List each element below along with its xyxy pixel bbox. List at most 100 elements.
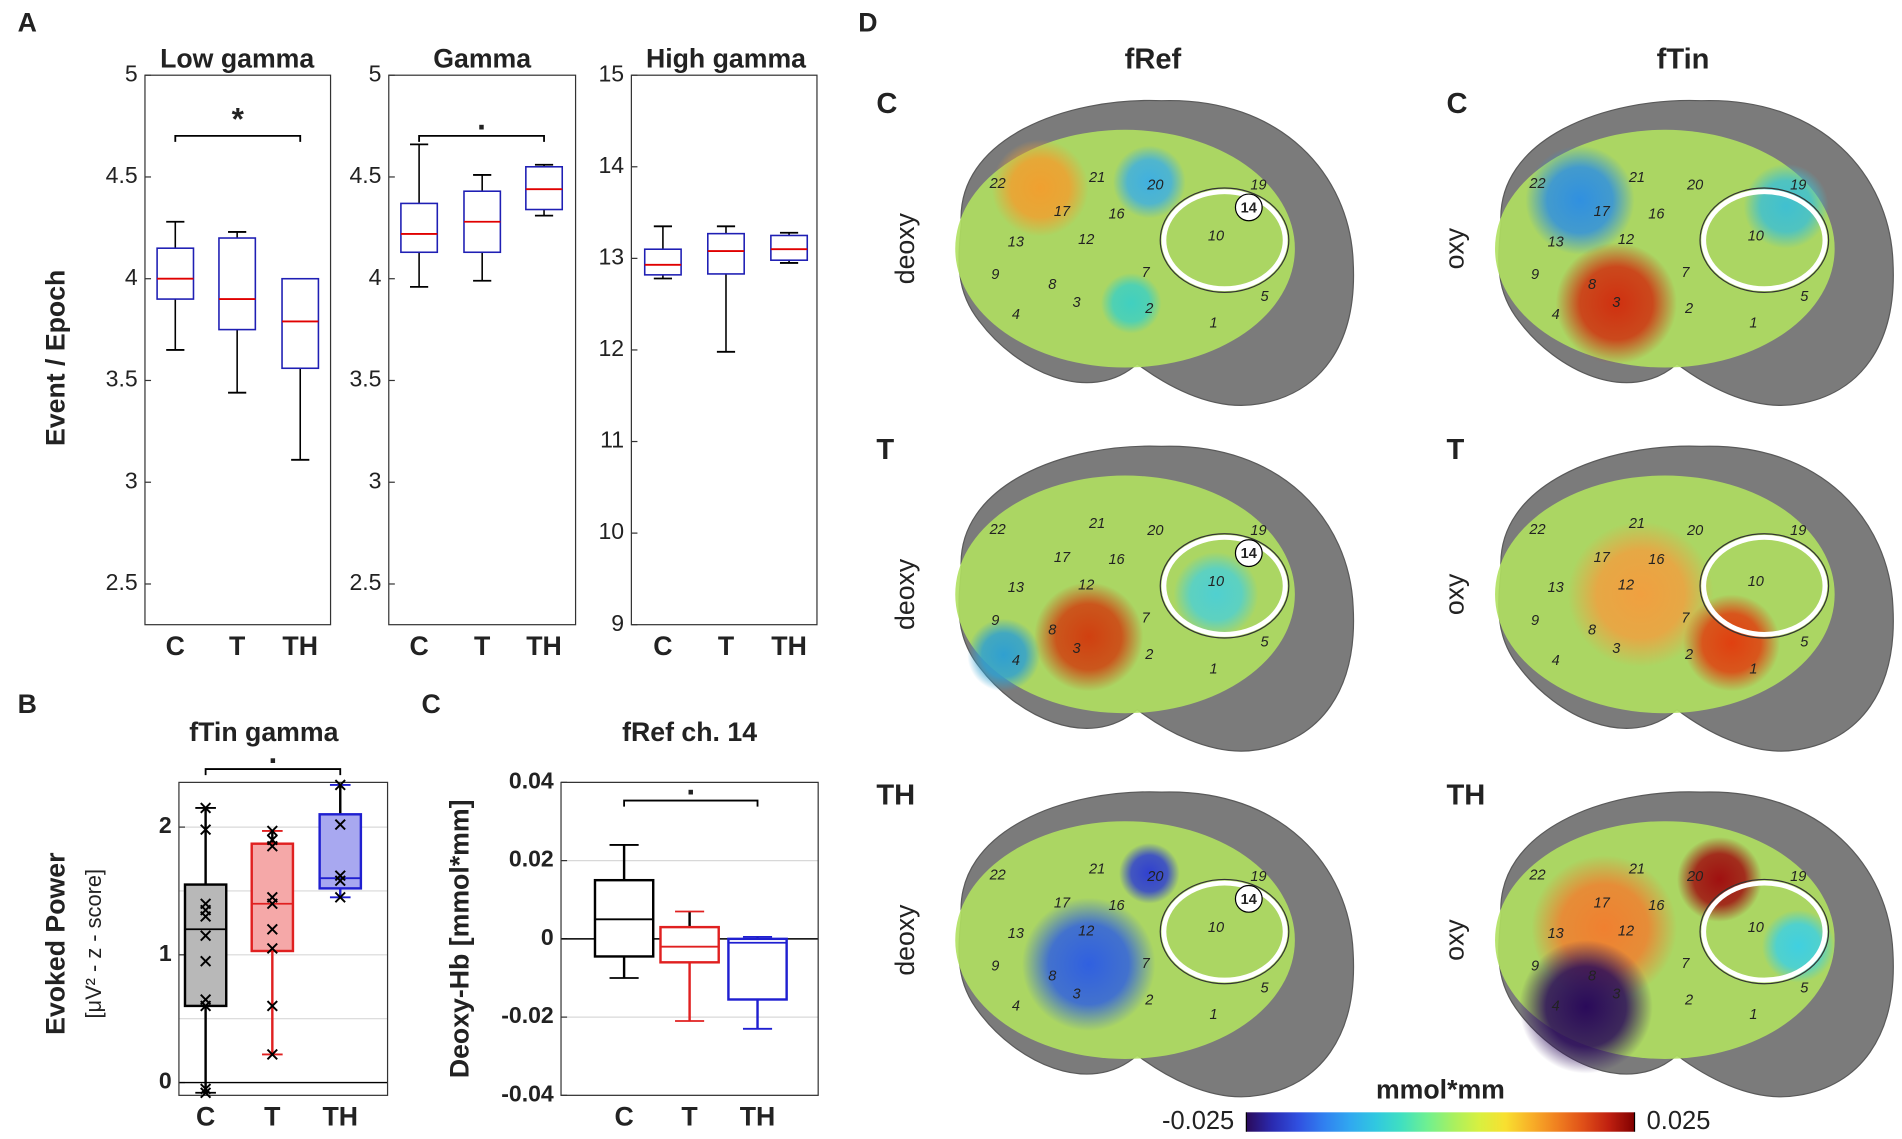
data-point	[266, 923, 278, 935]
channel-label: 1	[1210, 316, 1218, 332]
axes-box	[178, 781, 389, 1096]
y-tick-label: 2.5	[106, 569, 138, 595]
roi-circle	[1161, 534, 1288, 637]
channel-label: 7	[1142, 265, 1151, 281]
data-point	[266, 825, 278, 837]
panel-label: A	[18, 7, 37, 37]
significance-label: *	[232, 101, 245, 137]
axes-box	[560, 781, 819, 1096]
chart-title: High gamma	[646, 44, 806, 74]
data-point	[200, 1083, 212, 1095]
channel-label: 4	[1552, 999, 1560, 1015]
channel-label: 9	[991, 959, 999, 975]
channel-label: 2	[1684, 993, 1693, 1009]
box	[707, 232, 745, 275]
channel-label: 22	[1528, 522, 1545, 538]
channel-label: 19	[1250, 869, 1266, 885]
channel-label: 3	[1072, 641, 1080, 657]
channel-label: 8	[1048, 968, 1056, 984]
column-title: fTin	[1657, 43, 1710, 75]
chart-title: Low gamma	[160, 44, 314, 74]
x-tick-label: TH	[771, 631, 807, 661]
roi-circle-outline	[1699, 187, 1830, 293]
activation-spot	[1173, 551, 1259, 637]
y-tick-label: 14	[598, 152, 624, 178]
channel-label: 5	[1800, 635, 1809, 651]
channel-label: 17	[1594, 896, 1611, 912]
channel-label: 5	[1261, 289, 1270, 305]
signal-label: oxy	[1439, 227, 1469, 269]
channel-badge	[1234, 884, 1263, 913]
y-tick-label: 4.5	[349, 162, 381, 188]
channel-label: 8	[1048, 277, 1056, 293]
y-tick-label: 9	[611, 610, 624, 636]
channel-label: 9	[991, 267, 999, 283]
channel-label: 21	[1088, 862, 1105, 878]
channel-label: 17	[1054, 204, 1071, 220]
activation-spot	[1118, 843, 1180, 904]
channel-label: 8	[1588, 623, 1596, 639]
channel-label: 13	[1548, 234, 1564, 250]
channel-label: 2	[1684, 301, 1693, 317]
data-point	[334, 779, 346, 791]
column-title: fRef	[1125, 43, 1182, 75]
activation-spot	[1761, 909, 1835, 983]
channel-label: 17	[1054, 550, 1071, 566]
channel-label: 3	[1612, 986, 1620, 1002]
highlight-channel: 14	[1241, 546, 1258, 562]
signal-label: oxy	[1439, 919, 1469, 961]
channel-label: 17	[1594, 204, 1611, 220]
channel-label: 4	[1012, 653, 1020, 669]
roi-circle-outline	[1159, 878, 1290, 985]
channel-label: 5	[1261, 980, 1270, 996]
y-tick-label: 3	[369, 467, 382, 493]
data-point	[334, 891, 346, 903]
channel-label: 20	[1146, 869, 1163, 885]
channel-label: 7	[1681, 956, 1690, 972]
significance-bracket	[174, 134, 302, 142]
channel-label: 21	[1628, 862, 1645, 878]
signal-label: deoxy	[890, 558, 920, 630]
y-tick-label: 1	[159, 940, 172, 966]
panel-label: D	[858, 7, 877, 37]
significance-label: .	[686, 765, 695, 801]
significance-label: .	[477, 101, 486, 137]
x-tick-label: C	[166, 631, 185, 661]
channel-label: 17	[1594, 550, 1611, 566]
channel-label: 2	[1144, 993, 1153, 1009]
row-label: C	[876, 88, 897, 120]
y-tick-label: 4	[125, 264, 138, 290]
x-tick-label: TH	[282, 631, 318, 661]
channel-label: 22	[989, 868, 1006, 884]
row-label: T	[876, 434, 894, 466]
y-axis-sublabel: [μV² - z - score]	[81, 869, 106, 1019]
channel-label: 19	[1250, 177, 1266, 193]
channel-label: 12	[1618, 923, 1634, 939]
axes-box	[144, 74, 332, 626]
data-point	[266, 942, 278, 954]
x-tick-label: T	[264, 1101, 280, 1131]
channel-label: 13	[1548, 580, 1564, 596]
roi-circle	[1161, 880, 1288, 983]
channel-label: 9	[1531, 267, 1539, 283]
data-point	[334, 875, 346, 887]
significance-bracket	[623, 799, 759, 807]
channel-label: 21	[1628, 516, 1645, 532]
signal-label: deoxy	[890, 212, 920, 284]
y-tick-label: 3	[125, 467, 138, 493]
box	[281, 277, 320, 370]
x-tick-label: T	[474, 631, 490, 661]
channel-label: 9	[991, 613, 999, 629]
channel-label: 7	[1681, 265, 1690, 281]
channel-label: 22	[989, 522, 1006, 538]
y-tick-label: 0.04	[509, 767, 554, 793]
channel-label: 19	[1790, 523, 1806, 539]
channel-label: 9	[1531, 959, 1539, 975]
significance-bracket	[418, 134, 545, 142]
box	[525, 165, 564, 211]
roi-circle-outline	[1159, 187, 1290, 293]
y-tick-label: -0.04	[501, 1080, 554, 1106]
channel-label: 10	[1748, 574, 1764, 590]
channel-label: 1	[1749, 316, 1757, 332]
